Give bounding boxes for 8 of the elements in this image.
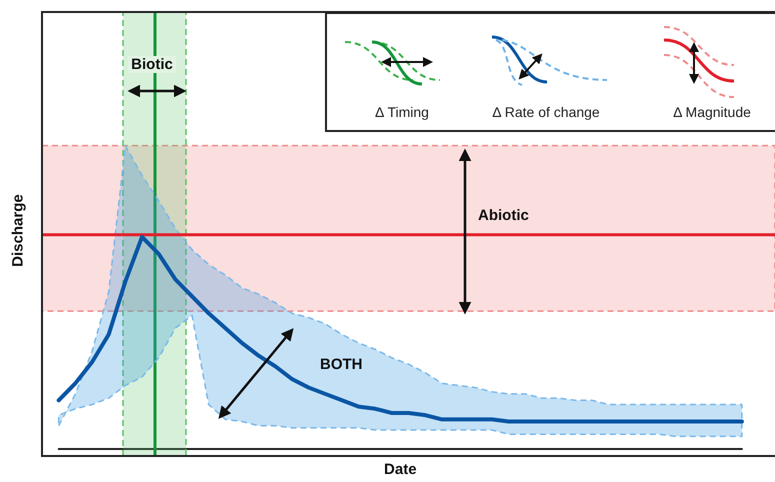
- text: Δ Timing: [375, 104, 429, 120]
- y-axis-title: Discharge: [10, 194, 27, 267]
- text: Abiotic: [478, 207, 529, 224]
- text: Δ Rate of change: [492, 104, 600, 120]
- text: Δ Magnitude: [673, 104, 751, 120]
- annotation: BOTH: [320, 356, 362, 373]
- text: Biotic: [128, 56, 176, 73]
- x-axis-title: Date: [384, 461, 417, 478]
